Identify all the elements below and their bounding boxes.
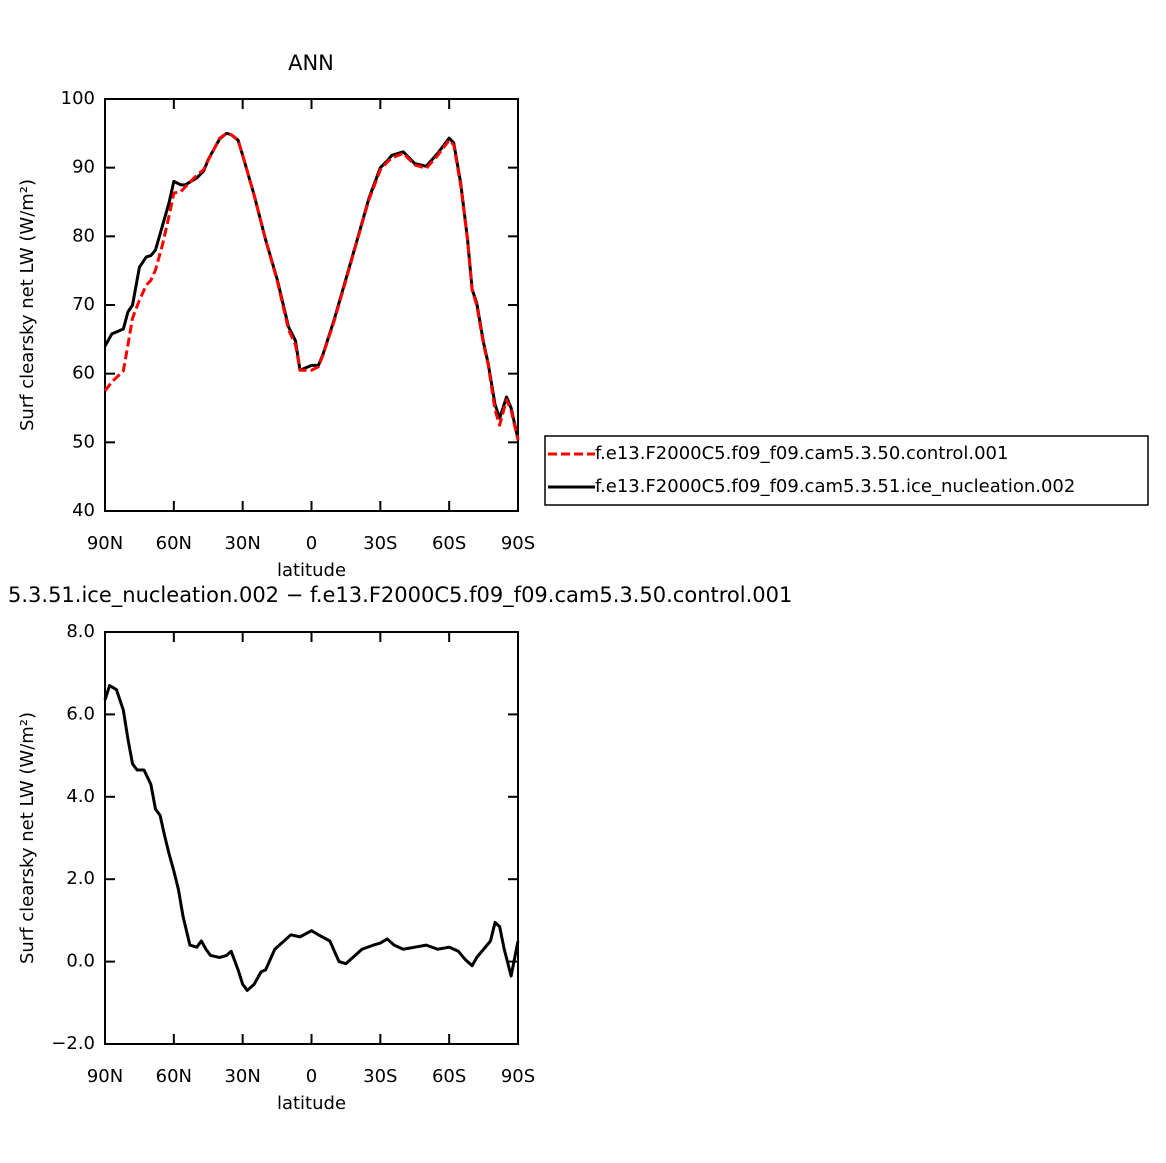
line-series — [103, 131, 520, 440]
legend-label: f.e13.F2000C5.f09_f09.cam5.3.50.control.… — [595, 443, 1008, 464]
y-tick-label: 8.0 — [66, 621, 95, 642]
chart-title: 5.3.51.ice_nucleation.002 − f.e13.F2000C… — [8, 583, 792, 608]
y-tick-label: 60 — [72, 363, 95, 384]
y-axis-label: Surf clearsky net LW (W/m²) — [17, 179, 38, 431]
x-tick-label: 90S — [501, 533, 535, 554]
x-tick-label: 90N — [87, 1066, 123, 1087]
x-tick-label: 30S — [363, 1066, 397, 1087]
y-tick-label: 50 — [72, 431, 95, 452]
x-tick-label: 30S — [363, 533, 397, 554]
y-tick-label: 6.0 — [66, 703, 95, 724]
line-series — [103, 684, 520, 992]
y-tick-label: 4.0 — [66, 786, 95, 807]
y-axis-label: Surf clearsky net LW (W/m²) — [17, 712, 38, 964]
plot-frame — [104, 98, 519, 512]
x-tick-label: 0 — [306, 533, 317, 554]
x-axis-label: latitude — [277, 560, 346, 581]
x-tick-label: 60N — [156, 533, 192, 554]
legend-label: f.e13.F2000C5.f09_f09.cam5.3.51.ice_nucl… — [595, 476, 1075, 497]
x-tick-label: 60N — [156, 1066, 192, 1087]
y-tick-label: 40 — [72, 500, 95, 521]
y-tick-label: 80 — [72, 225, 95, 246]
y-tick-label: 90 — [72, 157, 95, 178]
y-tick-label: 70 — [72, 294, 95, 315]
x-tick-label: 90N — [87, 533, 123, 554]
x-tick-label: 90S — [501, 1066, 535, 1087]
x-tick-label: 30N — [224, 533, 260, 554]
y-tick-label: −2.0 — [51, 1033, 95, 1054]
legend-box — [544, 435, 1149, 506]
y-tick-label: 0.0 — [66, 951, 95, 972]
x-axis-label: latitude — [277, 1093, 346, 1114]
chart-title: ANN — [288, 51, 334, 75]
y-tick-label: 2.0 — [66, 868, 95, 889]
plot-frame — [104, 631, 519, 1045]
y-tick-label: 100 — [61, 88, 95, 109]
line-series — [103, 131, 520, 441]
x-tick-label: 60S — [432, 1066, 466, 1087]
x-tick-label: 60S — [432, 533, 466, 554]
x-tick-label: 30N — [224, 1066, 260, 1087]
x-tick-label: 0 — [306, 1066, 317, 1087]
